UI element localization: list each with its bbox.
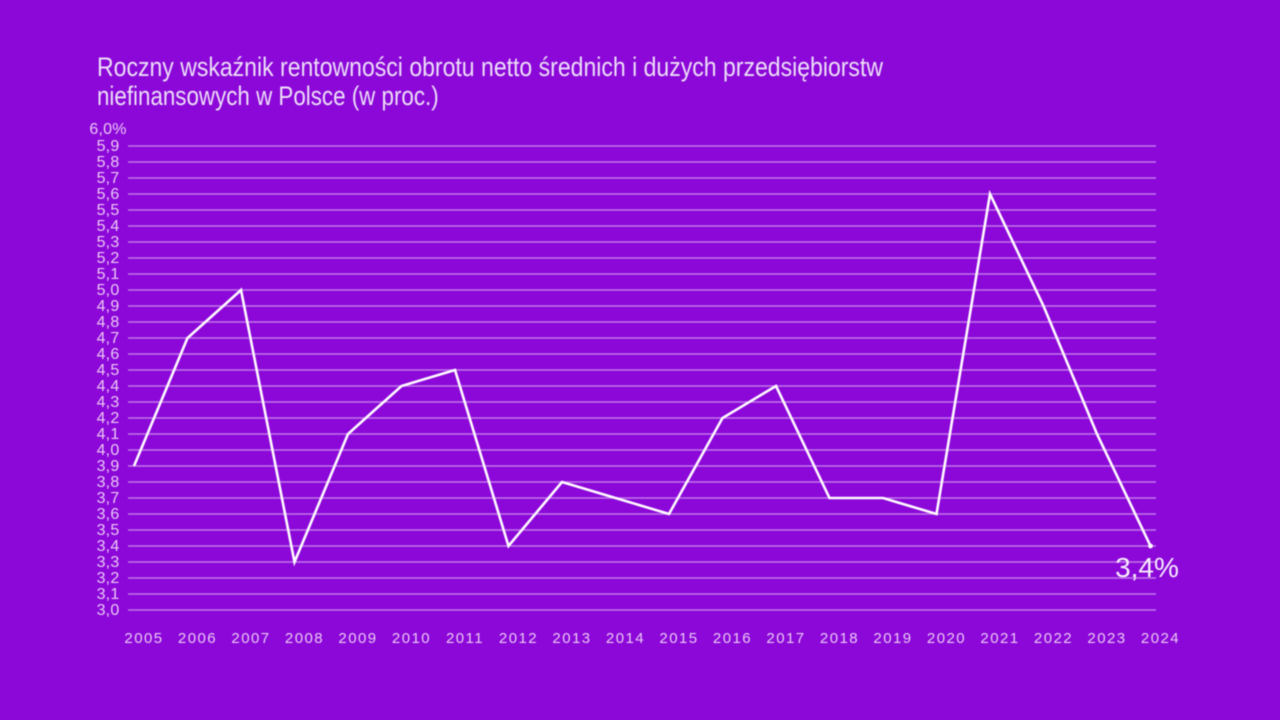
svg-text:5,3: 5,3 xyxy=(97,234,120,251)
svg-text:3,5: 3,5 xyxy=(97,522,120,539)
svg-text:5,0: 5,0 xyxy=(97,282,120,299)
svg-text:5,6: 5,6 xyxy=(97,186,120,203)
svg-text:4,3: 4,3 xyxy=(97,394,120,411)
svg-text:2011: 2011 xyxy=(446,630,484,647)
svg-text:5,4: 5,4 xyxy=(97,218,120,235)
svg-text:2016: 2016 xyxy=(713,630,752,647)
svg-text:2010: 2010 xyxy=(392,630,431,647)
svg-text:4,2: 4,2 xyxy=(97,410,120,427)
svg-text:2020: 2020 xyxy=(927,630,966,647)
svg-text:4,0: 4,0 xyxy=(97,442,120,459)
svg-text:2012: 2012 xyxy=(499,630,538,647)
svg-text:2021: 2021 xyxy=(980,630,1019,647)
svg-text:2015: 2015 xyxy=(659,630,698,647)
svg-text:4,4: 4,4 xyxy=(97,378,120,395)
svg-text:3,6: 3,6 xyxy=(97,506,120,523)
svg-text:2005: 2005 xyxy=(124,630,163,647)
svg-text:5,8: 5,8 xyxy=(97,154,120,171)
svg-text:3,7: 3,7 xyxy=(97,490,120,507)
svg-text:3,2: 3,2 xyxy=(97,570,120,587)
svg-text:3,9: 3,9 xyxy=(97,458,120,475)
svg-text:3,8: 3,8 xyxy=(97,474,120,491)
svg-text:2017: 2017 xyxy=(766,630,805,647)
svg-text:2008: 2008 xyxy=(285,630,324,647)
svg-text:4,7: 4,7 xyxy=(97,330,120,347)
svg-text:2022: 2022 xyxy=(1034,630,1073,647)
svg-text:5,1: 5,1 xyxy=(97,266,120,283)
svg-text:4,8: 4,8 xyxy=(97,314,120,331)
svg-text:2007: 2007 xyxy=(231,630,270,647)
svg-text:5,7: 5,7 xyxy=(97,170,120,187)
svg-text:4,6: 4,6 xyxy=(97,346,120,363)
svg-text:3,4%: 3,4% xyxy=(1115,552,1179,583)
svg-text:5,5: 5,5 xyxy=(97,202,120,219)
svg-text:3,4: 3,4 xyxy=(97,538,120,555)
svg-text:4,9: 4,9 xyxy=(97,298,120,315)
svg-text:5,2: 5,2 xyxy=(97,250,120,267)
svg-text:2014: 2014 xyxy=(606,630,645,647)
svg-text:3,0: 3,0 xyxy=(97,602,120,619)
svg-text:5,9: 5,9 xyxy=(97,138,120,155)
svg-text:2006: 2006 xyxy=(178,630,217,647)
svg-text:2009: 2009 xyxy=(338,630,377,647)
svg-text:2023: 2023 xyxy=(1087,630,1126,647)
svg-text:4,5: 4,5 xyxy=(97,362,120,379)
svg-text:2024: 2024 xyxy=(1141,630,1180,647)
svg-text:2019: 2019 xyxy=(873,630,912,647)
svg-text:3,3: 3,3 xyxy=(97,554,120,571)
svg-text:4,1: 4,1 xyxy=(97,426,120,443)
svg-text:2013: 2013 xyxy=(552,630,591,647)
svg-text:2018: 2018 xyxy=(820,630,859,647)
svg-text:3,1: 3,1 xyxy=(97,586,120,603)
svg-text:6,0%: 6,0% xyxy=(89,121,126,138)
